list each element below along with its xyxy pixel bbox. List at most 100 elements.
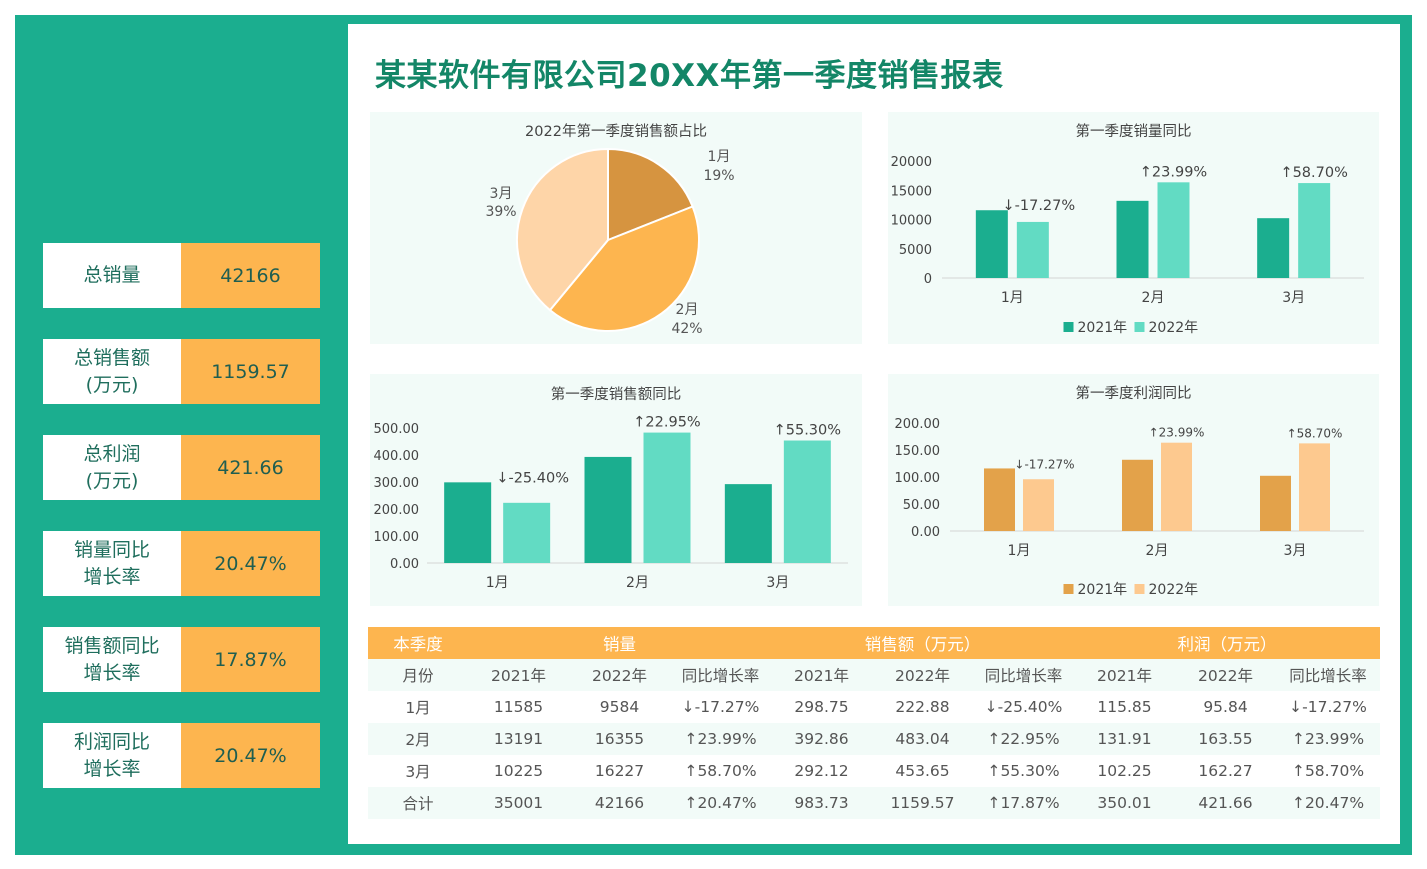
group-header: 销量 xyxy=(468,627,771,659)
pie-label-category: 3月 xyxy=(490,186,513,202)
bar-2021 xyxy=(724,484,772,563)
bar-2021 xyxy=(984,468,1015,531)
growth-annotation: ↑23.99% xyxy=(1140,164,1207,180)
table-cell: 453.65 xyxy=(872,755,973,787)
pie-slice xyxy=(548,205,700,332)
growth-annotation: ↑58.70% xyxy=(1280,165,1347,181)
column-header: 2021年 xyxy=(1074,659,1175,691)
kpi-label: 总利润 (万元) xyxy=(43,435,181,500)
chart-title: 第一季度销售额同比 xyxy=(551,385,682,403)
group-header: 利润（万元） xyxy=(1074,627,1380,659)
table-cell: 2月 xyxy=(368,723,468,755)
y-tick-label: 5000 xyxy=(899,243,932,258)
growth-annotation: ↑58.70% xyxy=(1287,426,1343,440)
kpi-label: 利润同比 增长率 xyxy=(43,723,181,788)
volume-chart-panel: 第一季度销量同比 0 5000 10000 15000 20000 1月 ↓-17.27% 2月… xyxy=(888,112,1379,344)
table-cell: 10225 xyxy=(468,755,569,787)
y-tick-label: 50.00 xyxy=(903,498,940,513)
profit-chart-panel: 第一季度利润同比 0.00 50.00 100.00 150.00 200.00 1月 ↓-1… xyxy=(888,374,1379,606)
column-header: 月份 xyxy=(368,659,468,691)
legend-swatch-2022 xyxy=(1134,322,1145,332)
bar-2021 xyxy=(1116,200,1149,278)
table-cell: 392.86 xyxy=(771,723,872,755)
kpi-sales-growth: 销售额同比 增长率 17.87% xyxy=(43,627,320,692)
table-cell: ↓-17.27% xyxy=(670,691,771,723)
kpi-label: 销售额同比 增长率 xyxy=(43,627,181,692)
table-group-header: 本季度 销量 销售额（万元） 利润（万元） xyxy=(368,627,1380,659)
kpi-value: 20.47% xyxy=(181,723,320,788)
table-cell: 13191 xyxy=(468,723,569,755)
profit-yoy-bar-chart: 第一季度利润同比 0.00 50.00 100.00 150.00 200.00 1月 ↓-1… xyxy=(895,384,1364,598)
x-tick-label: 1月 xyxy=(1001,290,1024,306)
table-cell: ↑58.70% xyxy=(1276,755,1380,787)
y-tick-label: 15000 xyxy=(891,184,932,199)
table-cell: 合计 xyxy=(368,787,468,819)
table-cell: 163.55 xyxy=(1175,723,1276,755)
growth-annotation: ↓-17.27% xyxy=(1002,198,1075,214)
table-cell: ↑20.47% xyxy=(1276,787,1380,819)
pie-slice xyxy=(607,147,694,242)
bar-2022 xyxy=(1298,183,1331,278)
growth-annotation: ↓-17.27% xyxy=(1014,457,1074,471)
table-cell: 222.88 xyxy=(872,691,973,723)
kpi-total-volume: 总销量 42166 xyxy=(43,243,320,308)
x-tick-label: 2月 xyxy=(1142,290,1165,306)
y-tick-label: 100.00 xyxy=(895,471,941,486)
kpi-label: 总销量 xyxy=(43,243,181,308)
bar-2022 xyxy=(1157,182,1190,278)
table-cell: 115.85 xyxy=(1074,691,1175,723)
x-tick-label: 3月 xyxy=(1282,290,1305,306)
table-row: 3月 10225 16227 ↑58.70% 292.12 453.65 ↑55.30% 10… xyxy=(368,755,1380,787)
table-cell: ↑58.70% xyxy=(670,755,771,787)
kpi-value: 421.66 xyxy=(181,435,320,500)
column-header: 同比增长率 xyxy=(670,659,771,691)
pie-slice xyxy=(516,147,609,312)
kpi-value: 17.87% xyxy=(181,627,320,692)
table-cell: 95.84 xyxy=(1175,691,1276,723)
table-cell: 421.66 xyxy=(1175,787,1276,819)
legend-label-2021: 2021年 xyxy=(1078,582,1128,598)
table-cell: ↑55.30% xyxy=(973,755,1074,787)
table-cell: ↑20.47% xyxy=(670,787,771,819)
pie-label-category: 1月 xyxy=(708,149,731,165)
bar-2022 xyxy=(1161,442,1192,531)
bar-2021 xyxy=(975,210,1008,278)
bar-2022 xyxy=(1016,221,1049,278)
chart-title: 第一季度利润同比 xyxy=(1076,384,1192,402)
table-cell: 16355 xyxy=(569,723,670,755)
x-tick-label: 2月 xyxy=(626,575,649,591)
group-header: 本季度 xyxy=(368,627,468,659)
growth-annotation: ↑23.99% xyxy=(1149,426,1205,440)
report-area: 某某软件有限公司20XX年第一季度销售报表 2022年第一季度销售额占比 1月 19… xyxy=(348,24,1400,844)
bar-2021 xyxy=(444,482,492,563)
table-cell: ↓-25.40% xyxy=(973,691,1074,723)
table-cell: 9584 xyxy=(569,691,670,723)
pie-label-category: 2月 xyxy=(676,302,699,318)
table-cell: 102.25 xyxy=(1074,755,1175,787)
column-header: 2021年 xyxy=(771,659,872,691)
sales-chart-panel: 第一季度销售额同比 0.00 100.00 200.00 300.00 400.00 500… xyxy=(370,374,862,606)
kpi-volume-growth: 销量同比 增长率 20.47% xyxy=(43,531,320,596)
table-cell: 11585 xyxy=(468,691,569,723)
legend-label-2021: 2021年 xyxy=(1078,320,1128,336)
table-cell: ↓-17.27% xyxy=(1276,691,1380,723)
legend-label-2022: 2022年 xyxy=(1149,582,1199,598)
column-header: 2021年 xyxy=(468,659,569,691)
kpi-profit-growth: 利润同比 增长率 20.47% xyxy=(43,723,320,788)
y-tick-label: 100.00 xyxy=(374,530,420,545)
table-cell: 483.04 xyxy=(872,723,973,755)
chart-title: 2022年第一季度销售额占比 xyxy=(525,122,707,140)
column-header: 2022年 xyxy=(1175,659,1276,691)
table-cell: 292.12 xyxy=(771,755,872,787)
sales-table: 本季度 销量 销售额（万元） 利润（万元） 月份 2021年 2022年 同比增长率 2021年… xyxy=(368,627,1380,819)
legend-swatch-2022 xyxy=(1134,584,1145,594)
x-tick-label: 2月 xyxy=(1146,543,1169,559)
y-tick-label: 150.00 xyxy=(895,444,941,459)
column-header: 2022年 xyxy=(872,659,973,691)
y-tick-label: 200.00 xyxy=(374,503,420,518)
table-cell: 131.91 xyxy=(1074,723,1175,755)
column-header: 同比增长率 xyxy=(973,659,1074,691)
kpi-total-sales: 总销售额 (万元) 1159.57 xyxy=(43,339,320,404)
kpi-value: 42166 xyxy=(181,243,320,308)
